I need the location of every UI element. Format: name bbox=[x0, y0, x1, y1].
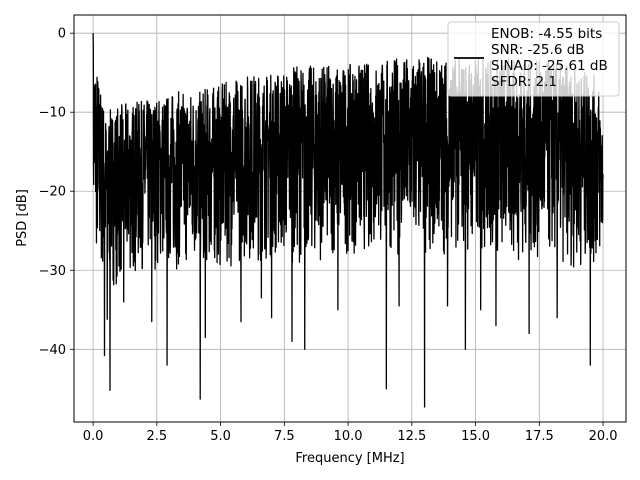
x-tick-label: 17.5 bbox=[525, 429, 554, 444]
y-tick-label: −20 bbox=[39, 185, 66, 200]
legend-box bbox=[447, 21, 620, 97]
x-tick-label: 15.0 bbox=[461, 429, 490, 444]
y-tick-label: 0 bbox=[58, 27, 66, 42]
x-tick-label: 10.0 bbox=[334, 429, 363, 444]
legend-snr: SNR: -25.6 dB bbox=[491, 42, 585, 58]
legend-sfdr: SFDR: 2.1 bbox=[491, 74, 557, 90]
legend: ENOB: -4.55 bits SNR: -25.6 dB SINAD: -2… bbox=[447, 21, 620, 97]
x-tick-label: 20.0 bbox=[589, 429, 618, 444]
y-tick-label: −30 bbox=[39, 264, 66, 279]
plot-area bbox=[92, 33, 604, 408]
x-axis-label: Frequency [MHz] bbox=[295, 451, 404, 466]
legend-sinad: SINAD: -25.61 dB bbox=[491, 58, 608, 74]
psd-line bbox=[92, 33, 604, 408]
plot-frame bbox=[73, 14, 627, 423]
axis-ticks: 0.0 2.5 5.0 7.5 10.0 12.5 15.0 17.5 20.0 0 −10 −20 −… bbox=[39, 27, 618, 444]
legend-enob: ENOB: -4.55 bits bbox=[491, 26, 602, 42]
x-tick-label: 5.0 bbox=[210, 429, 231, 444]
x-tick-label: 2.5 bbox=[147, 429, 168, 444]
x-tick-label: 7.5 bbox=[274, 429, 295, 444]
psd-series bbox=[92, 33, 604, 408]
x-tick-label: 12.5 bbox=[397, 429, 426, 444]
y-tick-label: −40 bbox=[39, 343, 66, 358]
y-axis-label: PSD [dB] bbox=[15, 189, 30, 247]
y-tick-label: −10 bbox=[39, 106, 66, 121]
x-tick-label: 0.0 bbox=[83, 429, 104, 444]
